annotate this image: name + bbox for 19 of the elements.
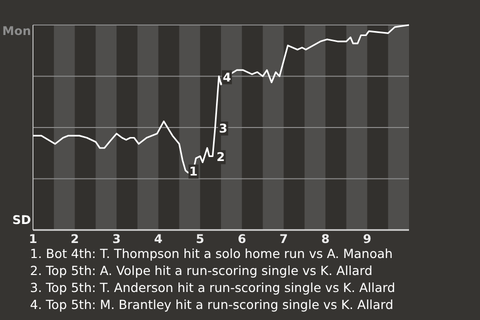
text: 4. Top 5th: M. Brantley hit a run-scoring single vs K. Allard: [30, 297, 394, 312]
x-tick-label: 6: [238, 232, 246, 246]
x-tick-label: 7: [279, 232, 288, 246]
x-tick-label: 3: [112, 232, 121, 246]
text: Mon: [2, 24, 31, 38]
x-tick-label: 8: [321, 232, 330, 246]
x-tick-label: 1: [28, 232, 38, 246]
annotation: 1: [189, 164, 198, 179]
x-tick-label: 5: [196, 232, 204, 246]
annotation: 4: [222, 70, 232, 84]
x-tick-label: 2: [70, 232, 79, 246]
x-tick-label: 9: [363, 232, 372, 246]
text: 2. Top 5th: A. Volpe hit a run-scoring single vs K. Allard: [30, 263, 372, 278]
annotation: 3: [218, 122, 228, 136]
x-tick-label: 4: [154, 232, 163, 246]
text: SD: [12, 213, 32, 227]
annotation: 2: [216, 150, 225, 164]
text: 3. Top 5th: T. Anderson hit a run-scoring single vs K. Allard: [30, 280, 396, 295]
text: 1. Bot 4th: T. Thompson hit a solo home run vs A. Manoah: [30, 246, 393, 261]
